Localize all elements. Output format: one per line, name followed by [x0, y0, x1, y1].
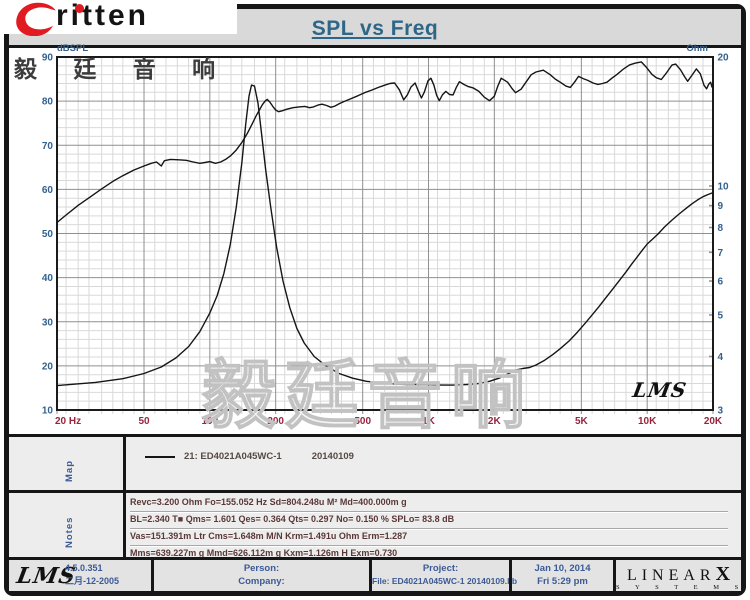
- svg-text:dBSPL: dBSPL: [57, 43, 88, 54]
- linearx-text: LINEAR: [626, 567, 716, 584]
- svg-text:60: 60: [42, 185, 54, 196]
- notes-divider: [123, 493, 126, 557]
- page-title: SPL vs Freq: [311, 17, 439, 40]
- svg-text:80: 80: [42, 97, 54, 108]
- legend-curve-name: 21: ED4021A045WC-1: [184, 451, 282, 462]
- lms-chart-logo: LMS: [630, 378, 689, 402]
- svg-text:50: 50: [42, 229, 54, 240]
- notes-line-2: BL=2.340 T■ Qms= 1.601 Qes= 0.364 Qts= 0…: [130, 512, 728, 529]
- svg-text:5: 5: [718, 310, 724, 321]
- notes-tab-label: Notes: [64, 516, 75, 548]
- footer-linearx-cell: LINEARX S Y S T E M S: [613, 560, 741, 591]
- map-legend: 21: ED4021A045WC-1 20140109: [145, 451, 354, 462]
- file-label: File: ED4021A045WC-1 20140109.lib: [372, 576, 518, 586]
- svg-text:20: 20: [42, 361, 54, 372]
- footer-version-cell: LMS 4.5.0.351 二月-12-2005: [9, 560, 151, 591]
- svg-text:Ohm: Ohm: [686, 43, 708, 54]
- footer-date: Jan 10, 2014: [534, 563, 591, 574]
- svg-text:20: 20: [718, 53, 730, 64]
- svg-text:6: 6: [718, 277, 724, 288]
- linearx-logo: LINEARX S Y S T E M S: [616, 563, 741, 591]
- lms-version-block: 4.5.0.351 二月-12-2005: [65, 562, 119, 588]
- brand-i-dot-icon: [75, 4, 84, 13]
- svg-text:40: 40: [42, 273, 54, 284]
- svg-text:100: 100: [201, 416, 218, 427]
- svg-text:10: 10: [718, 181, 730, 192]
- svg-text:1K: 1K: [422, 416, 436, 427]
- brand-text: ritten: [56, 0, 149, 32]
- svg-text:20K: 20K: [704, 416, 723, 427]
- footer-project-cell: Project: File: ED4021A045WC-1 20140109.l…: [369, 560, 518, 591]
- svg-text:4: 4: [718, 352, 724, 363]
- map-tab-label: Map: [64, 460, 75, 482]
- legend-line-sample: [145, 455, 175, 458]
- svg-text:10: 10: [42, 406, 54, 417]
- svg-text:9: 9: [718, 201, 724, 212]
- footer-bar: LMS 4.5.0.351 二月-12-2005 Person: Company…: [9, 557, 741, 591]
- map-section: Map 21: ED4021A045WC-1 20140109: [9, 434, 741, 490]
- svg-text:2K: 2K: [488, 416, 502, 427]
- svg-text:3: 3: [718, 406, 724, 417]
- spl-vs-freq-chart: dBSPL Ohm 90 80 70 60 50 40 30 20 10 20 10 9 8 7 6 5 4 3 20 …: [42, 43, 730, 427]
- svg-text:70: 70: [42, 141, 54, 152]
- notes-section: Notes Revc=3.200 Ohm Fo=155.052 Hz Sd=80…: [9, 490, 741, 563]
- notes-line-1: Revc=3.200 Ohm Fo=155.052 Hz Sd=804.248u…: [130, 495, 728, 512]
- svg-text:5K: 5K: [575, 416, 589, 427]
- svg-text:10K: 10K: [638, 416, 657, 427]
- svg-text:20 Hz: 20 Hz: [55, 416, 81, 427]
- person-label: Person:: [243, 563, 280, 574]
- notes-rows: Revc=3.200 Ohm Fo=155.052 Hz Sd=804.248u…: [130, 495, 728, 563]
- lms-version: 4.5.0.351: [65, 563, 103, 573]
- map-divider: [123, 437, 126, 490]
- brand-logo: ritten: [0, 0, 237, 36]
- footer-date-cell: Jan 10, 2014 Fri 5:29 pm: [509, 560, 613, 591]
- lms-version-date: 二月-12-2005: [65, 576, 120, 586]
- linearx-systems-text: S Y S T E M S: [616, 584, 746, 591]
- legend-curve-date: 20140109: [311, 451, 354, 462]
- svg-text:7: 7: [718, 248, 724, 259]
- project-label: Project:: [422, 563, 459, 574]
- svg-text:30: 30: [42, 317, 54, 328]
- svg-text:50: 50: [138, 416, 150, 427]
- notes-line-3: Vas=151.391m Ltr Cms=1.648m M/N Krm=1.49…: [130, 529, 728, 546]
- svg-text:500: 500: [354, 416, 371, 427]
- svg-text:8: 8: [718, 223, 724, 234]
- brand-swoosh-icon: [16, 2, 56, 36]
- linearx-x: X: [715, 563, 731, 585]
- footer-person-cell: Person: Company:: [151, 560, 369, 591]
- svg-text:90: 90: [42, 53, 54, 64]
- brand-cjk-text: 毅 廷 音 响: [14, 56, 231, 82]
- footer-time: Fri 5:29 pm: [537, 576, 588, 587]
- svg-text:200: 200: [267, 416, 284, 427]
- company-label: Company:: [238, 576, 285, 587]
